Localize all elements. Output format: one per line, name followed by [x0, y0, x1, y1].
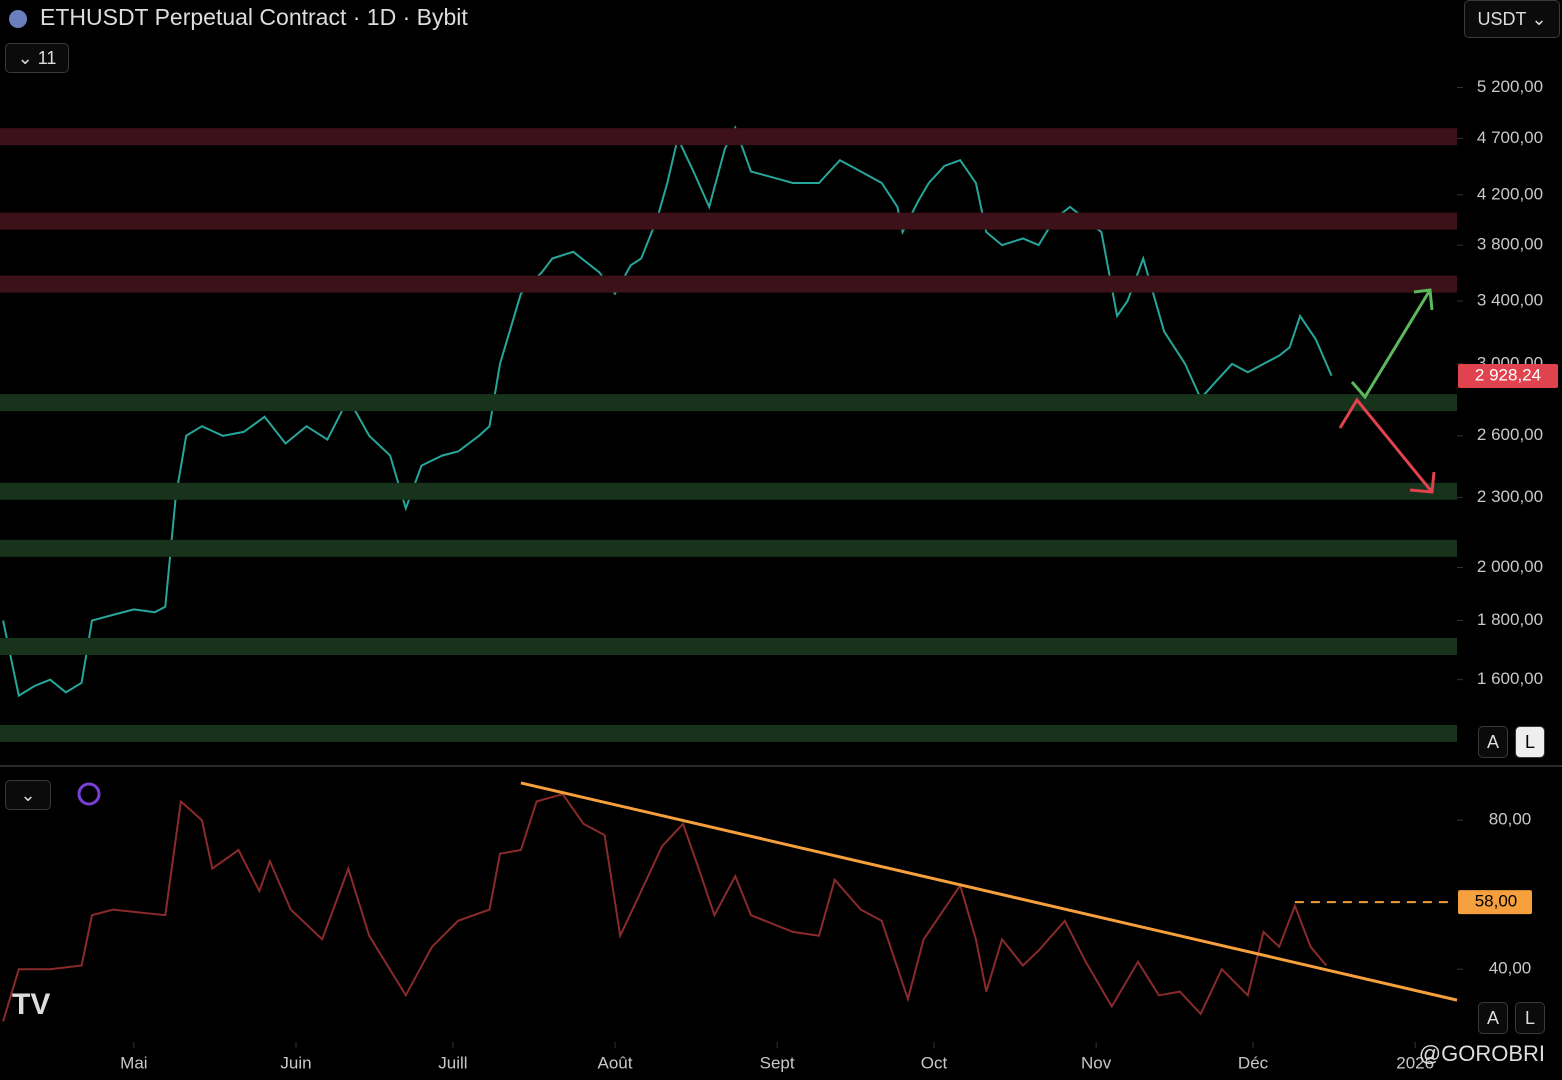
y-tick-label: 3 800,00 [1477, 235, 1543, 254]
price-line [2, 125, 1333, 698]
level-zone [0, 128, 1457, 146]
trendline [520, 781, 1458, 1002]
level-zone [0, 212, 1457, 230]
level-label-bg [1458, 890, 1532, 915]
y-tick-label: 4 700,00 [1477, 128, 1543, 147]
x-tick-label: Nov [1081, 1053, 1112, 1072]
y-tick-label: 40,00 [1489, 959, 1532, 978]
level-zone [0, 394, 1457, 412]
level-zone [0, 482, 1457, 500]
y-tick-label: 2 000,00 [1477, 557, 1543, 576]
x-tick-label: 2026 [1396, 1053, 1434, 1072]
watermark: @GOROBRI [1419, 1041, 1545, 1066]
up-arrow-head [1413, 288, 1434, 311]
currency: USDT [1477, 8, 1527, 29]
coin-icon [9, 10, 27, 28]
y-tick-label: 1 600,00 [1477, 669, 1543, 688]
up-arrow [1350, 289, 1432, 400]
y-tick-label: 2 600,00 [1477, 425, 1543, 444]
log-scale[interactable]: L [1515, 726, 1545, 758]
y-tick-label: 4 200,00 [1477, 184, 1543, 203]
x-tick-label: Juin [280, 1053, 311, 1072]
currency-select[interactable]: USDT ⌄ [1464, 0, 1560, 38]
down-arrow-head [1409, 471, 1436, 494]
log-scale[interactable]: L [1515, 1002, 1545, 1034]
level-label: 58,00 [1475, 892, 1518, 911]
tv-logo: TV [12, 988, 50, 1021]
level-zone [0, 275, 1457, 293]
last-price-marker [1458, 364, 1558, 389]
x-tick-label: Août [598, 1053, 633, 1072]
indicator-count: 11 [37, 47, 57, 68]
y-tick-label: 3 400,00 [1477, 290, 1543, 309]
auto-scale[interactable]: A [1478, 726, 1508, 758]
x-tick-label: Mai [120, 1053, 147, 1072]
x-tick-label: Oct [921, 1053, 948, 1072]
indicator-icon[interactable] [77, 782, 101, 806]
auto-scale[interactable]: A [1478, 1002, 1508, 1034]
x-tick-label: Juill [438, 1053, 467, 1072]
y-tick-label: 5 200,00 [1477, 77, 1543, 96]
y-tick-label: 2 300,00 [1477, 487, 1543, 506]
down-arrow [1338, 397, 1434, 493]
y-tick-label: 80,00 [1489, 810, 1532, 829]
level-zone [0, 724, 1457, 742]
pane-toggle[interactable]: ⌄ [5, 780, 51, 810]
chart-title: ETHUSDT Perpetual Contract · 1D · Bybit [40, 4, 468, 30]
indicators-toggle[interactable]: ⌄ 11 [5, 43, 69, 73]
x-tick-label: Sept [760, 1053, 795, 1072]
last-price-label: 2 928,24 [1475, 366, 1541, 385]
level-zone [0, 637, 1457, 655]
price-line [2, 792, 1328, 1022]
level-zone [0, 539, 1457, 557]
x-tick-label: Déc [1238, 1053, 1269, 1072]
y-tick-label: 1 800,00 [1477, 610, 1543, 629]
